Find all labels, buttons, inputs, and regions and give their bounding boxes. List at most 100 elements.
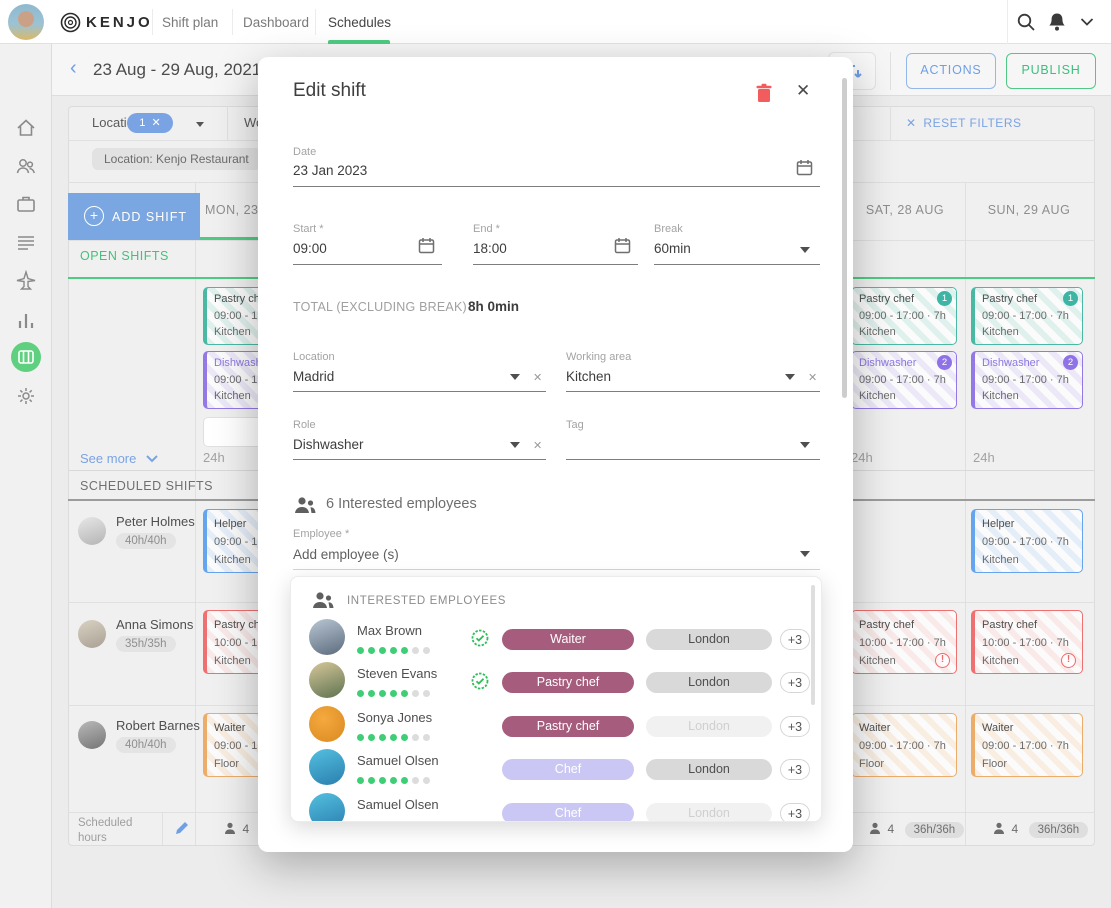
shift-card[interactable]: Waiter 09:00 - 17:00 · 7h Floor	[851, 713, 957, 777]
add-shift-label: ADD SHIFT	[112, 210, 187, 224]
clear-field-icon[interactable]: ✕	[533, 372, 543, 384]
user-avatar[interactable]	[8, 4, 44, 40]
person-icon	[870, 822, 880, 834]
chevron-down-icon[interactable]	[800, 551, 810, 557]
chevron-down-icon[interactable]	[800, 442, 810, 448]
shift-card[interactable]: Waiter 09:00 - 17:00 · 7h Floor	[971, 713, 1083, 777]
add-shift-button[interactable]: + ADD SHIFT	[68, 193, 200, 240]
date-field-value[interactable]: 23 Jan 2023	[293, 163, 368, 178]
extra-tags-pill: +3	[780, 759, 810, 780]
edit-pencil-icon[interactable]	[174, 820, 190, 836]
open-shift-card[interactable]: Dishwasher 09:00 - 17:00 · 7h Kitchen 2	[971, 351, 1083, 409]
filter-divider	[890, 106, 891, 140]
delete-shift-trash-icon[interactable]	[755, 83, 773, 103]
see-more-link[interactable]: See more	[80, 451, 158, 466]
shift-role: Dishwasher	[982, 357, 1040, 369]
reports-chart-icon[interactable]	[15, 310, 37, 332]
chevron-down-icon[interactable]	[785, 374, 795, 380]
nav-tab-schedules[interactable]: Schedules	[328, 15, 392, 30]
role-pill: Pastry chef	[502, 672, 634, 693]
shift-card[interactable]: Pastry chef 10:00 - 17:00 · 7h Kitchen !	[971, 610, 1083, 674]
employee-field-label: Employee *	[293, 528, 350, 540]
role-field-value[interactable]: Dishwasher	[293, 437, 364, 452]
location-field-value[interactable]: Madrid	[293, 369, 335, 384]
scheduled-hours-label: Scheduled hours	[78, 817, 133, 844]
shift-area: Kitchen	[982, 655, 1019, 667]
role-pill: Waiter	[502, 629, 634, 650]
modal-scrollbar[interactable]	[842, 78, 847, 398]
shift-time: 10:00 - 17:00 · 7h	[982, 637, 1069, 649]
chevron-down-icon[interactable]	[1080, 17, 1094, 27]
filter-divider	[227, 106, 228, 140]
shift-time: 09:00 - 17:00 · 7h	[859, 740, 946, 752]
footer-stat-sun: 4 36h/36h	[993, 820, 1089, 838]
nav-divider	[232, 9, 233, 35]
extra-tags-pill: +3	[780, 672, 810, 693]
brand-name: KENJO	[86, 14, 153, 31]
role-pill: Pastry chef	[502, 716, 634, 737]
shift-time: 10:00 - 17:00 · 7h	[859, 637, 946, 649]
active-filter-chip[interactable]: Location: Kenjo Restaurant	[92, 148, 261, 170]
chevron-down-icon[interactable]	[510, 442, 520, 448]
working-area-field-value[interactable]: Kitchen	[566, 369, 612, 384]
nav-tab-dashboard[interactable]: Dashboard	[243, 15, 310, 30]
notifications-bell-icon[interactable]	[1048, 12, 1066, 32]
conflict-warning-icon: !	[1061, 653, 1076, 668]
avatar-samuel-olsen	[309, 749, 345, 785]
extra-tags-pill: +3	[780, 803, 810, 821]
employees-icon[interactable]	[15, 155, 37, 177]
rating-dots	[357, 728, 434, 746]
field-underline	[293, 186, 820, 187]
avatar-max-brown	[309, 619, 345, 655]
chevron-down-icon[interactable]	[196, 122, 204, 127]
open-shift-card[interactable]: Pastry chef 09:00 - 17:00 · 7h Kitchen 1	[971, 287, 1083, 345]
shift-area: Floor	[214, 758, 240, 770]
shift-plan-active-icon[interactable]	[11, 342, 41, 372]
list-icon[interactable]	[15, 231, 37, 253]
break-field-label: Break	[654, 223, 683, 235]
clear-filter-icon[interactable]: ✕	[151, 117, 161, 129]
open-shift-card[interactable]: Pastry chef 09:00 - 17:00 · 7h Kitchen 1	[851, 287, 957, 345]
end-field-value[interactable]: 18:00	[473, 241, 507, 256]
reset-filters-button[interactable]: ✕ RESET FILTERS	[906, 116, 1021, 130]
calendar-icon[interactable]	[614, 237, 631, 254]
chevron-down-icon[interactable]	[510, 374, 520, 380]
actions-button[interactable]: ACTIONS	[906, 53, 996, 89]
grid-divider	[965, 182, 966, 845]
nav-divider	[315, 9, 316, 35]
settings-gear-icon[interactable]	[15, 385, 37, 407]
people-icon	[313, 592, 334, 608]
shift-time: 09:00 - 17:00 · 7h	[982, 740, 1069, 752]
calendar-icon[interactable]	[796, 159, 813, 176]
clear-field-icon[interactable]: ✕	[533, 440, 543, 452]
day-total-sat: 24h	[851, 450, 873, 465]
shift-role: Helper	[214, 518, 247, 530]
location-filter-badge[interactable]: 1 ✕	[127, 113, 173, 133]
shift-card[interactable]: Pastry chef 10:00 - 17:00 · 7h Kitchen !	[851, 610, 957, 674]
dropdown-scrollbar[interactable]	[811, 585, 815, 705]
shift-time: 09:00 - 17:00 · 7h	[982, 536, 1069, 548]
shift-area: Kitchen	[982, 326, 1019, 338]
employee-field-placeholder[interactable]: Add employee (s)	[293, 547, 399, 562]
briefcase-icon[interactable]	[15, 193, 37, 215]
start-field-value[interactable]: 09:00	[293, 241, 327, 256]
shift-role: Dishwasher	[859, 357, 917, 369]
time-off-plane-icon[interactable]	[15, 270, 37, 292]
shift-card[interactable]: Helper 09:00 - 17:00 · 7h Kitchen	[971, 509, 1083, 573]
home-icon[interactable]	[15, 117, 37, 139]
search-icon[interactable]	[1016, 12, 1036, 32]
shift-time: 09:00 - 17:00 · 7h	[982, 373, 1069, 386]
open-shift-card[interactable]: Dishwasher 09:00 - 17:00 · 7h Kitchen 2	[851, 351, 957, 409]
employee-option-name: Max Brown	[357, 623, 423, 638]
chevron-down-icon[interactable]	[800, 247, 810, 253]
calendar-icon[interactable]	[418, 237, 435, 254]
publish-button[interactable]: PUBLISH	[1006, 53, 1096, 89]
prev-week-button[interactable]: ‹	[70, 57, 77, 79]
close-modal-icon[interactable]: ✕	[796, 81, 811, 100]
nav-tab-shift-plan[interactable]: Shift plan	[162, 15, 219, 30]
break-field-value[interactable]: 60min	[654, 241, 691, 256]
interested-employees-label: 6 Interested employees	[326, 496, 477, 512]
clear-field-icon[interactable]: ✕	[808, 372, 818, 384]
edit-shift-modal: Edit shift ✕ Date 23 Jan 2023 Start * 09…	[258, 57, 853, 852]
footer-divider	[162, 812, 163, 845]
